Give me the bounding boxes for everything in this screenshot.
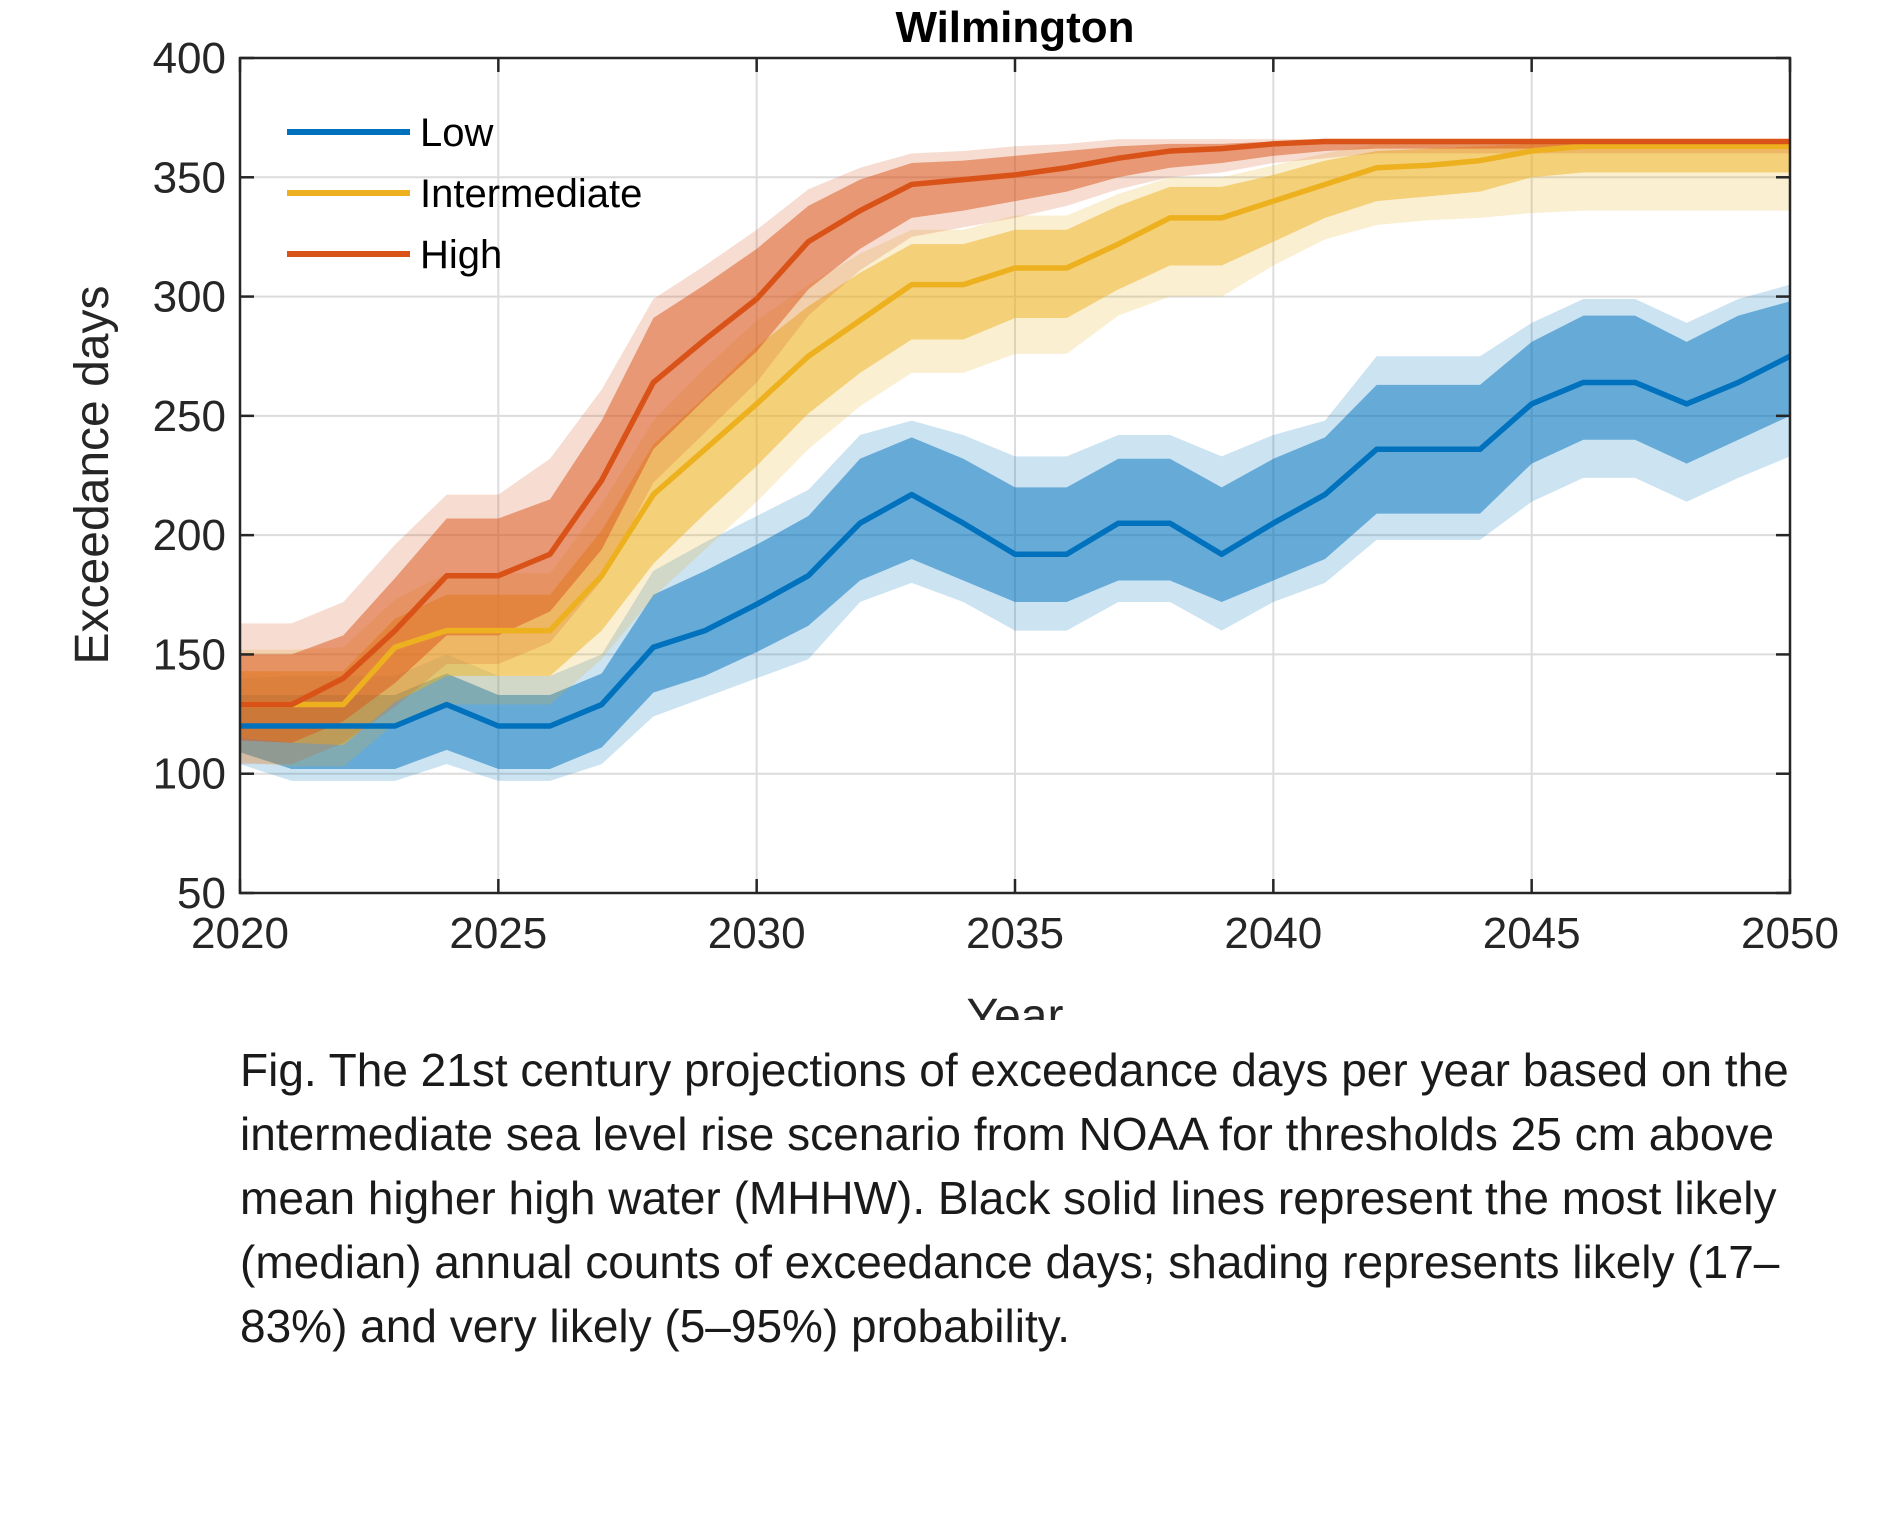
x-axis-label: Year (967, 990, 1064, 1020)
y-tick-label: 50 (177, 869, 226, 918)
y-tick-label: 350 (153, 153, 226, 202)
intermediate-very-likely-band (240, 139, 1790, 767)
legend-label-high: High (420, 233, 502, 277)
y-tick-label: 200 (153, 511, 226, 560)
legend: Low Intermediate High (287, 111, 642, 277)
intermediate-median-line (240, 143, 1790, 708)
x-tick-label: 2030 (708, 909, 806, 958)
x-tick-label: 2035 (966, 909, 1064, 958)
low-median-line (240, 353, 1792, 729)
median-lines (240, 138, 1792, 729)
y-tick-label: 100 (153, 750, 226, 799)
x-tick-label: 2040 (1224, 909, 1322, 958)
intermediate-likely-band (240, 143, 1790, 746)
x-tick-label: 2025 (449, 909, 547, 958)
exceedance-chart: 2020 2025 2030 2035 2040 2045 2050 50 100 150 200 2… (66, 3, 1839, 1020)
axis-ticks: 2020 2025 2030 2035 2040 2045 2050 50 100 150 200 2… (153, 34, 1839, 958)
x-tick-label: 2020 (191, 909, 289, 958)
legend-label-low: Low (420, 111, 493, 155)
y-tick-label: 150 (153, 630, 226, 679)
y-tick-label: 250 (153, 392, 226, 441)
x-tick-label: 2050 (1741, 909, 1839, 958)
legend-label-intermediate: Intermediate (420, 172, 642, 216)
uncertainty-bands (240, 139, 1790, 781)
low-likely-band (240, 301, 1790, 769)
high-very-likely-band (240, 139, 1790, 765)
y-axis-label: Exceedance days (66, 286, 119, 665)
chart-title: Wilmington (895, 3, 1134, 52)
y-tick-label: 300 (153, 273, 226, 322)
high-median-line (240, 138, 1790, 708)
figure-caption: Fig. The 21st century projections of exc… (240, 1044, 1789, 1352)
x-tick-label: 2045 (1483, 909, 1581, 958)
y-tick-label: 400 (153, 34, 226, 83)
high-likely-band (240, 141, 1790, 743)
